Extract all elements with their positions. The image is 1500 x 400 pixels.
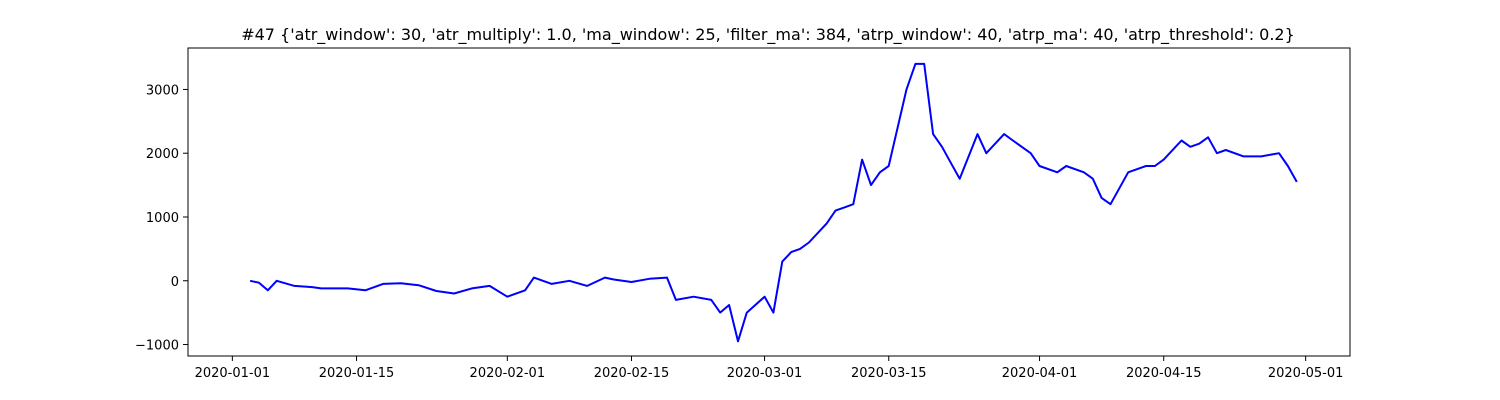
y-tick-label: 1000 (146, 211, 179, 226)
series-layer (249, 62, 1298, 343)
x-tick-label: 2020-03-01 (727, 366, 803, 381)
chart-title: #47 {'atr_window': 30, 'atr_multiply': 1… (241, 25, 1295, 45)
x-tick-label: 2020-01-01 (195, 366, 271, 381)
y-tick-label: 3000 (146, 83, 179, 98)
x-axis: 2020-01-01 2020-01-15 2020-02-01 2020-02-15… (195, 356, 1344, 381)
x-tick-label: 2020-02-01 (470, 366, 546, 381)
series-line (249, 62, 1298, 343)
x-tick-label: 2020-02-15 (594, 366, 670, 381)
x-tick-label: 2020-03-15 (851, 366, 927, 381)
y-tick-label: 0 (171, 275, 179, 290)
plot-frame (187, 47, 1351, 357)
x-tick-label: 2020-04-15 (1126, 366, 1202, 381)
y-tick-label: −1000 (135, 339, 179, 354)
x-tick-label: 2020-01-15 (319, 366, 395, 381)
x-tick-label: 2020-04-01 (1002, 366, 1078, 381)
y-axis: −1000 0 1000 2000 3000 (135, 83, 188, 354)
y-tick-label: 2000 (146, 147, 179, 162)
x-tick-label: 2020-05-01 (1268, 366, 1344, 381)
